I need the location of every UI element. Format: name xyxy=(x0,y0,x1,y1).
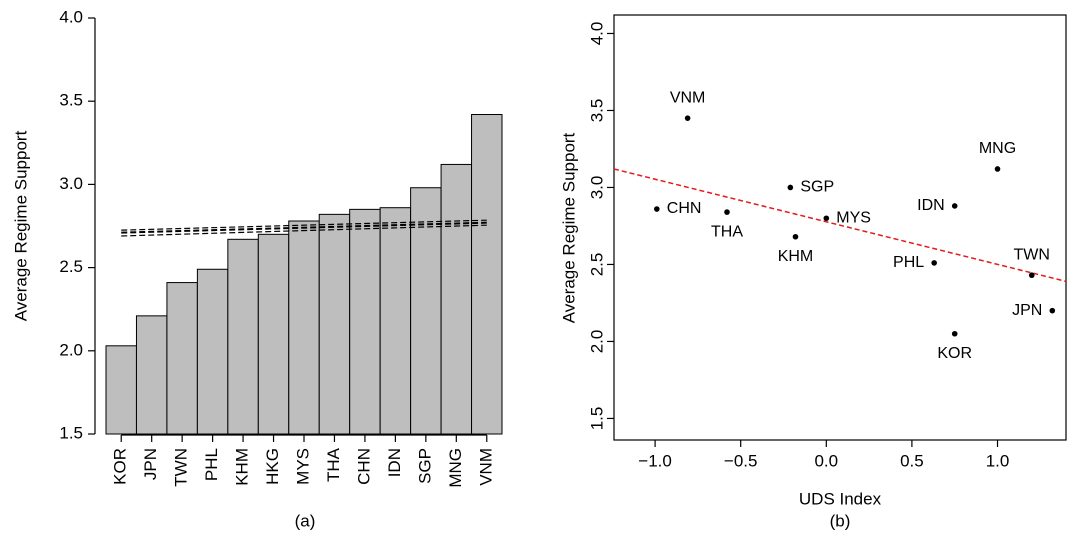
x-tick-label: KOR xyxy=(111,448,130,485)
x-tick-label: −0.5 xyxy=(724,451,758,470)
bar xyxy=(105,345,137,435)
bar xyxy=(440,163,473,435)
point xyxy=(787,184,794,191)
y-tick-label: 4.0 xyxy=(587,22,606,46)
x-tick-label: JPN xyxy=(141,448,160,480)
x-tick-label: SGP xyxy=(415,448,434,484)
point-label: KHM xyxy=(778,248,814,265)
bar xyxy=(349,208,381,435)
point xyxy=(1049,307,1056,314)
point-label: PHL xyxy=(893,254,924,271)
point xyxy=(792,233,799,240)
x-tick-label: MNG xyxy=(446,448,465,488)
bar xyxy=(471,114,503,435)
bar xyxy=(379,207,412,435)
fit-line xyxy=(121,224,487,237)
x-tick-label: VNM xyxy=(476,448,495,486)
point-label: TWN xyxy=(1014,246,1050,263)
point-label: MYS xyxy=(836,209,871,226)
point-label: MNG xyxy=(979,140,1016,157)
point xyxy=(931,260,937,266)
point xyxy=(1028,272,1035,279)
y-tick-label: 4.0 xyxy=(59,7,83,26)
point xyxy=(684,115,691,121)
bar xyxy=(135,315,168,435)
y-tick-label: 2.0 xyxy=(587,330,606,354)
point xyxy=(951,330,958,337)
point xyxy=(994,166,1001,172)
point-label: KOR xyxy=(937,345,972,362)
point-label: VNM xyxy=(670,89,706,106)
x-tick-label: PHL xyxy=(202,448,221,481)
caption: (a) xyxy=(295,511,316,530)
bar xyxy=(227,238,259,435)
point-label: IDN xyxy=(917,197,945,214)
point xyxy=(724,209,730,215)
point xyxy=(654,206,660,212)
y-tick-label: 2.5 xyxy=(587,253,606,277)
x-tick-label: MYS xyxy=(293,448,312,485)
x-tick-label: THA xyxy=(324,447,343,482)
y-tick-label: 2.0 xyxy=(59,340,83,359)
x-tick-label: HKG xyxy=(263,448,282,485)
bar xyxy=(257,233,290,435)
x-tick-label: TWN xyxy=(172,448,191,487)
x-axis-label: UDS Index xyxy=(799,489,882,508)
y-tick-label: 2.5 xyxy=(59,257,83,276)
plot-frame xyxy=(613,14,1067,441)
y-tick-label: 3.5 xyxy=(587,99,606,123)
x-tick-label: 0.0 xyxy=(814,451,838,470)
y-tick-label: 3.5 xyxy=(59,91,83,110)
point-label: SGP xyxy=(800,179,834,196)
x-tick-label: IDN xyxy=(385,448,404,477)
fit-line xyxy=(613,168,1067,283)
point-label: JPN xyxy=(1012,302,1042,319)
y-tick-label: 1.5 xyxy=(59,423,83,442)
x-tick-label: 1.0 xyxy=(986,451,1010,470)
point xyxy=(951,203,958,209)
point xyxy=(823,215,830,222)
y-tick-label: 3.0 xyxy=(587,176,606,200)
bar xyxy=(288,220,320,435)
bar xyxy=(166,282,198,435)
y-tick-label: 1.5 xyxy=(587,407,606,431)
y-axis-label: Average Regime Support xyxy=(559,132,578,323)
fit-line xyxy=(121,219,487,231)
caption: (b) xyxy=(830,511,851,530)
x-tick-label: CHN xyxy=(354,448,373,485)
point-label: THA xyxy=(711,223,743,240)
x-tick-label: KHM xyxy=(233,448,252,486)
x-tick-label: 0.5 xyxy=(900,451,924,470)
y-axis-label: Average Regime Support xyxy=(11,130,30,321)
x-tick-label: −1.0 xyxy=(638,451,672,470)
point-label: CHN xyxy=(667,200,702,217)
bar xyxy=(318,213,351,435)
bar xyxy=(410,187,442,435)
y-tick-label: 3.0 xyxy=(59,174,83,193)
fit-line xyxy=(121,221,487,234)
bar xyxy=(196,268,229,435)
